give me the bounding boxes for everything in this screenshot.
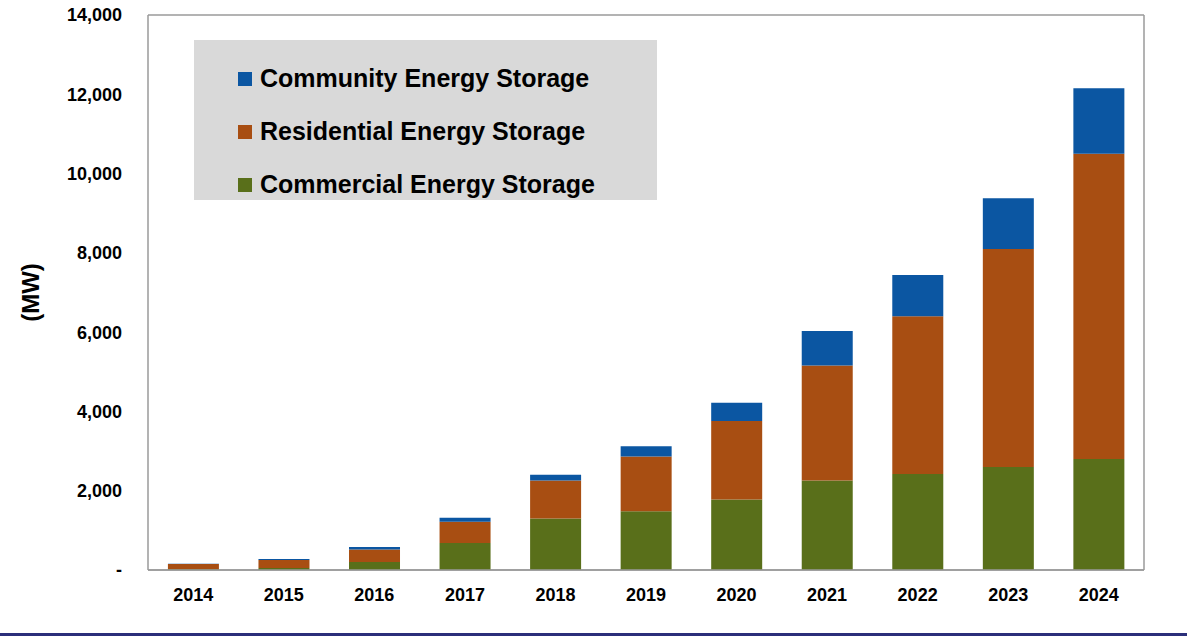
svg-text:2,000: 2,000 — [77, 481, 122, 501]
svg-text:(MW): (MW) — [17, 263, 44, 322]
svg-text:2014: 2014 — [173, 585, 213, 605]
svg-text:2016: 2016 — [354, 585, 394, 605]
svg-text:2015: 2015 — [264, 585, 304, 605]
svg-text:2023: 2023 — [988, 585, 1028, 605]
svg-text:12,000: 12,000 — [67, 85, 122, 105]
svg-text:14,000: 14,000 — [67, 5, 122, 25]
svg-text:2022: 2022 — [898, 585, 938, 605]
svg-text:2024: 2024 — [1079, 585, 1119, 605]
svg-text:6,000: 6,000 — [77, 323, 122, 343]
svg-text:4,000: 4,000 — [77, 402, 122, 422]
html-text:Residential Energy Storage: Residential Energy Storage — [260, 117, 586, 145]
svg-text:2021: 2021 — [807, 585, 847, 605]
svg-text:2017: 2017 — [445, 585, 485, 605]
html-text:Community Energy Storage: Community Energy Storage — [260, 64, 590, 92]
svg-text:-: - — [116, 560, 122, 580]
svg-text:2020: 2020 — [717, 585, 757, 605]
svg-text:2018: 2018 — [535, 585, 575, 605]
html-text:Commercial Energy Storage: Commercial Energy Storage — [260, 170, 595, 198]
svg-text:8,000: 8,000 — [77, 243, 122, 263]
svg-text:2019: 2019 — [626, 585, 666, 605]
svg-text:10,000: 10,000 — [67, 164, 122, 184]
